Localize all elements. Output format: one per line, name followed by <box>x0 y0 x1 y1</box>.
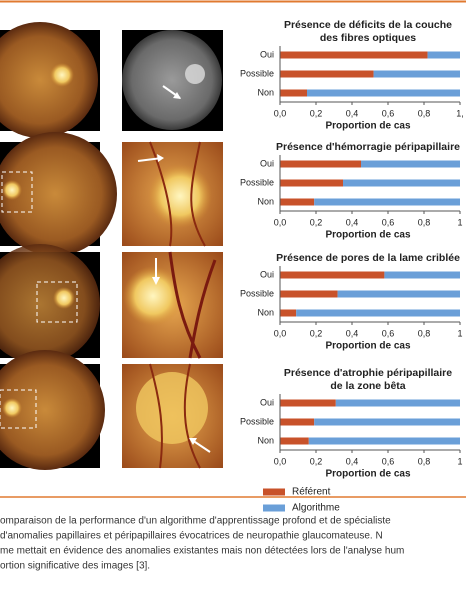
x-axis-label: Proportion de cas <box>325 230 410 241</box>
category-label: Possible <box>240 177 274 187</box>
bar-segment <box>280 51 428 59</box>
chart-title: Présence de déficits de la couche <box>284 19 452 31</box>
chart-title: Présence de pores de la lame criblée <box>276 252 460 264</box>
x-axis-label: Proportion de cas <box>325 341 410 352</box>
x-tick-label: 1 <box>457 456 462 466</box>
category-label: Possible <box>240 288 274 298</box>
category-label: Oui <box>260 269 274 279</box>
bar-segment <box>427 51 460 59</box>
bar-segment <box>296 309 460 317</box>
x-tick-label: 0,4 <box>346 108 359 118</box>
x-tick-label: 0,0 <box>274 328 287 338</box>
x-tick-label: 0,8 <box>418 456 431 466</box>
legend-swatch <box>263 488 285 496</box>
x-tick-label: 0,2 <box>310 108 323 118</box>
bar-segment <box>280 399 336 407</box>
legend-label: Algorithme <box>292 503 340 514</box>
x-tick-label: 0,0 <box>274 456 287 466</box>
category-label: Oui <box>260 397 274 407</box>
bar-segment <box>280 70 374 78</box>
bar-segment <box>314 198 460 206</box>
chart-title: Présence d'atrophie péripapillaire <box>284 367 452 379</box>
x-tick-label: 0,4 <box>346 456 359 466</box>
x-tick-label: 0,4 <box>346 328 359 338</box>
x-tick-label: 1, <box>456 108 464 118</box>
x-tick-label: 0,2 <box>310 217 323 227</box>
x-tick-label: 0,2 <box>310 456 323 466</box>
bar-segment <box>280 179 343 187</box>
x-tick-label: 0,8 <box>418 217 431 227</box>
x-tick-label: 1 <box>457 328 462 338</box>
bar-segment <box>335 399 460 407</box>
legend-label: Référent <box>292 487 331 498</box>
category-label: Possible <box>240 416 274 426</box>
x-tick-label: 1 <box>457 217 462 227</box>
x-tick-label: 0,2 <box>310 328 323 338</box>
category-label: Oui <box>260 49 274 59</box>
category-label: Oui <box>260 158 274 168</box>
caption-line: ortion significative des images [3]. <box>0 561 150 572</box>
chart-title: Présence d'hémorragie péripapillaire <box>276 141 460 153</box>
bar-segment <box>343 179 460 187</box>
caption-line: me mettait en évidence des anomalies exi… <box>0 546 404 557</box>
x-tick-label: 0,4 <box>346 217 359 227</box>
bar-segment <box>280 160 361 168</box>
bar-segment <box>337 290 460 298</box>
bar-segment <box>280 309 297 317</box>
category-label: Non <box>257 435 274 445</box>
bar-segment <box>308 437 460 445</box>
category-label: Non <box>257 196 274 206</box>
x-tick-label: 0,8 <box>418 108 431 118</box>
caption-line: omparaison de la performance d'un algori… <box>0 516 391 527</box>
legend-swatch <box>263 504 285 512</box>
x-tick-label: 0,6 <box>382 328 395 338</box>
x-axis-label: Proportion de cas <box>325 469 410 480</box>
bar-segment <box>314 418 460 426</box>
chart-title: des fibres optiques <box>320 32 416 44</box>
category-label: Non <box>257 87 274 97</box>
caption-line: d'anomalies papillaires et péripapillair… <box>0 531 383 542</box>
bar-segment <box>361 160 460 168</box>
x-tick-label: 0,6 <box>382 108 395 118</box>
bar-segment <box>280 437 309 445</box>
x-axis-label: Proportion de cas <box>325 121 410 132</box>
x-tick-label: 0,0 <box>274 108 287 118</box>
bar-segment <box>307 89 460 97</box>
bar-segment <box>373 70 460 78</box>
bar-segment <box>280 89 307 97</box>
x-tick-label: 0,8 <box>418 328 431 338</box>
x-tick-label: 0,6 <box>382 217 395 227</box>
fundus-images <box>0 22 223 470</box>
bar-segment <box>280 271 385 279</box>
x-tick-label: 0,0 <box>274 217 287 227</box>
category-label: Non <box>257 307 274 317</box>
chart-title: de la zone bêta <box>330 380 405 392</box>
x-tick-label: 0,6 <box>382 456 395 466</box>
category-label: Possible <box>240 68 274 78</box>
bar-segment <box>280 418 315 426</box>
bar-segment <box>280 198 315 206</box>
bar-segment <box>280 290 338 298</box>
bar-segment <box>384 271 460 279</box>
